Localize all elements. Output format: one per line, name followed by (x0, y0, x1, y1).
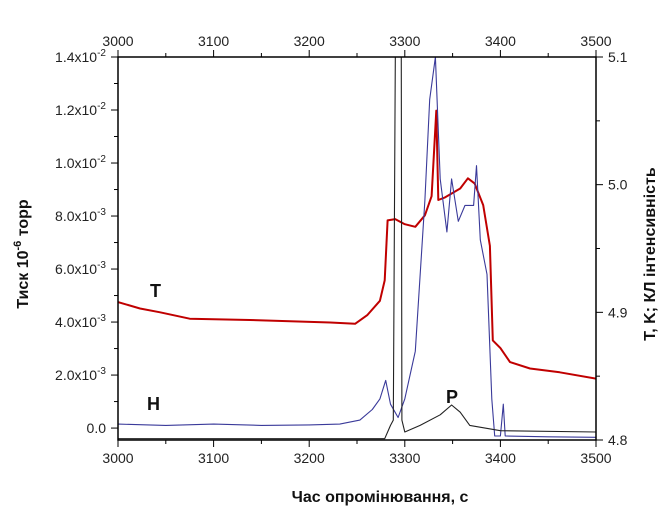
x-tick-label-top: 3500 (580, 33, 611, 49)
x-tick-label-bottom: 3400 (485, 450, 516, 466)
right-tick-label: 4.9 (608, 304, 628, 320)
left-axis-label: Тиск 10-6 торр (12, 199, 32, 309)
right-tick-label: 5.1 (608, 49, 628, 65)
left-tick-label: 8.0x10-3 (55, 207, 106, 224)
left-tick-label: 1.2x10-2 (55, 101, 106, 118)
curve-label-t: T (150, 281, 161, 301)
x-tick-label-bottom: 3200 (294, 450, 325, 466)
right-tick-label: 4.8 (608, 432, 628, 448)
left-tick-label: 4.0x10-3 (55, 313, 106, 330)
left-tick-label: 1.4x10-2 (55, 48, 106, 65)
x-tick-label-top: 3000 (102, 33, 133, 49)
left-tick-label: 1.0x10-2 (55, 154, 106, 171)
left-tick-label: 2.0x10-3 (55, 366, 106, 383)
series-line-h (118, 57, 596, 438)
curve-label-p: P (446, 387, 458, 407)
right-axis-label: T, K; КЛ інтенсивність (642, 167, 659, 341)
series-line-t (118, 109, 596, 380)
x-tick-label-bottom: 3300 (389, 450, 420, 466)
plot-frame (117, 56, 597, 441)
x-tick-label-bottom: 3500 (580, 450, 611, 466)
x-tick-label-top: 3400 (485, 33, 516, 49)
x-tick-label-bottom: 3000 (102, 450, 133, 466)
x-tick-label-top: 3200 (294, 33, 325, 49)
right-tick-label: 5.0 (608, 177, 628, 193)
x-axis-label: Час опромінювання, с (292, 489, 469, 506)
left-tick-label: 0.0 (87, 420, 107, 436)
ticks: 3000 3000 3100 3100 3200 3200 3300 3300 3400 3400… (55, 33, 628, 466)
x-tick-label-top: 3100 (198, 33, 229, 49)
left-tick-label: 6.0x10-3 (55, 260, 106, 277)
x-tick-label-top: 3300 (389, 33, 420, 49)
x-tick-label-bottom: 3100 (198, 450, 229, 466)
series-line-p (118, 57, 596, 440)
curve-label-h: H (147, 394, 160, 414)
curves (118, 57, 596, 440)
